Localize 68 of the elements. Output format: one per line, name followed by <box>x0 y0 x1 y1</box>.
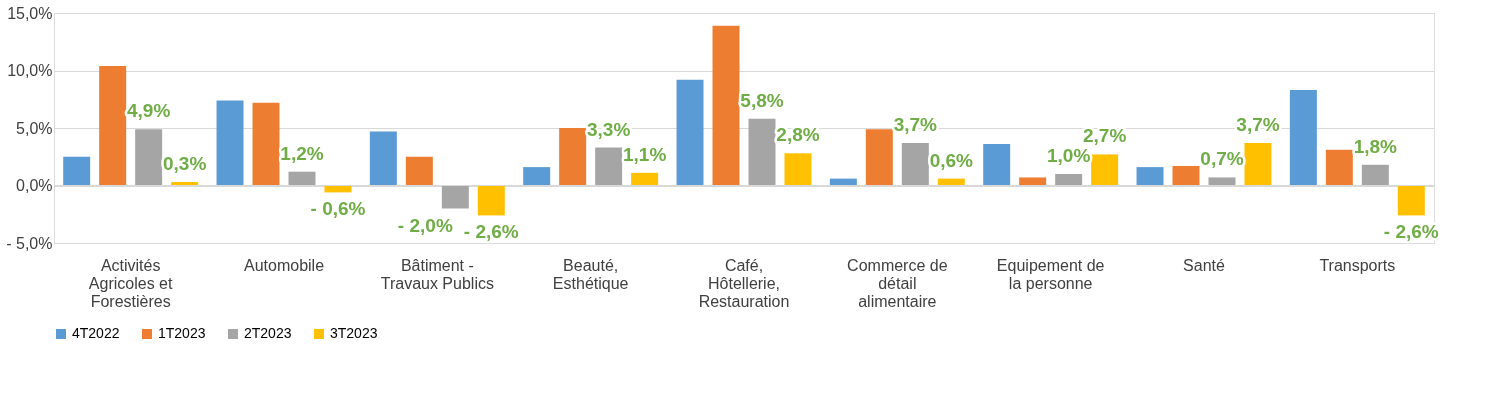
data-label: 2,7% <box>1082 125 1127 147</box>
bar <box>712 25 740 186</box>
data-label: - 0,6% <box>310 198 366 220</box>
data-label: 4,9% <box>127 100 171 122</box>
bar <box>1289 90 1317 186</box>
x-tick-label: Café, Hôtellerie, Restauration <box>698 256 790 310</box>
x-tick-label: Bâtiment - Travaux Publics <box>380 256 494 292</box>
bar <box>676 79 704 186</box>
x-tick-label: Equipement de la personne <box>996 256 1105 292</box>
bar <box>1172 165 1200 186</box>
bar <box>441 185 469 209</box>
bar <box>1091 154 1119 186</box>
data-label: - 2,0% <box>397 214 453 236</box>
bar <box>99 65 127 186</box>
bar <box>63 156 91 186</box>
bar <box>784 153 812 186</box>
bar <box>748 118 776 186</box>
data-label: 3,7% <box>893 113 938 135</box>
data-label: 5,8% <box>740 89 784 111</box>
legend-label: 4T2022 <box>72 325 120 341</box>
data-label: 1,1% <box>622 143 667 165</box>
bar <box>405 156 433 186</box>
bar <box>1244 142 1272 186</box>
bar <box>559 128 587 186</box>
data-label: 0,3% <box>162 153 207 175</box>
bar <box>252 102 280 186</box>
data-label: - 2,6% <box>463 221 519 243</box>
bar <box>288 171 316 186</box>
bar <box>1397 185 1425 216</box>
bar <box>631 172 659 186</box>
bar <box>595 147 623 186</box>
bar <box>477 185 505 216</box>
x-tick-label: Automobile <box>243 256 325 274</box>
y-tick-label: 15,0% <box>7 4 53 22</box>
legend-label: 3T2023 <box>330 325 378 341</box>
bar <box>1019 177 1047 186</box>
bar <box>1325 149 1353 186</box>
data-label: 3,7% <box>1236 113 1280 135</box>
bar <box>135 129 163 186</box>
data-label: 2,8% <box>776 124 820 146</box>
bar <box>901 142 929 186</box>
data-label: 1,8% <box>1353 135 1398 157</box>
bar <box>983 144 1011 186</box>
data-label: 0,7% <box>1200 148 1244 170</box>
x-tick-label: Santé <box>1183 256 1226 274</box>
x-tick-label: Transports <box>1319 256 1396 274</box>
bar <box>369 131 397 186</box>
y-tick-label: 10,0% <box>7 62 53 79</box>
bar <box>1136 167 1164 186</box>
data-label: 1,0% <box>1047 145 1091 166</box>
legend-label: 1T2023 <box>158 325 206 341</box>
data-label: - 2,6% <box>1383 221 1439 243</box>
y-tick-label: - 5,0% <box>6 234 53 252</box>
bar <box>1361 164 1389 186</box>
bar <box>523 167 551 186</box>
x-tick-label: Activités Agricoles et Forestières <box>88 256 174 310</box>
bar <box>216 100 244 186</box>
bar <box>1208 177 1236 186</box>
data-label: 3,3% <box>587 118 631 140</box>
data-label: 1,2% <box>280 142 324 164</box>
y-tick-label: 5,0% <box>16 119 53 137</box>
y-tick-label: 0,0% <box>16 177 53 194</box>
x-tick-label: Beauté, Esthétique <box>552 256 629 292</box>
bar <box>1055 174 1083 186</box>
legend-label: 2T2023 <box>244 325 292 341</box>
x-tick-label: Commerce de détail alimentaire <box>847 256 948 310</box>
data-label: 0,6% <box>929 149 974 171</box>
bar <box>865 129 893 186</box>
